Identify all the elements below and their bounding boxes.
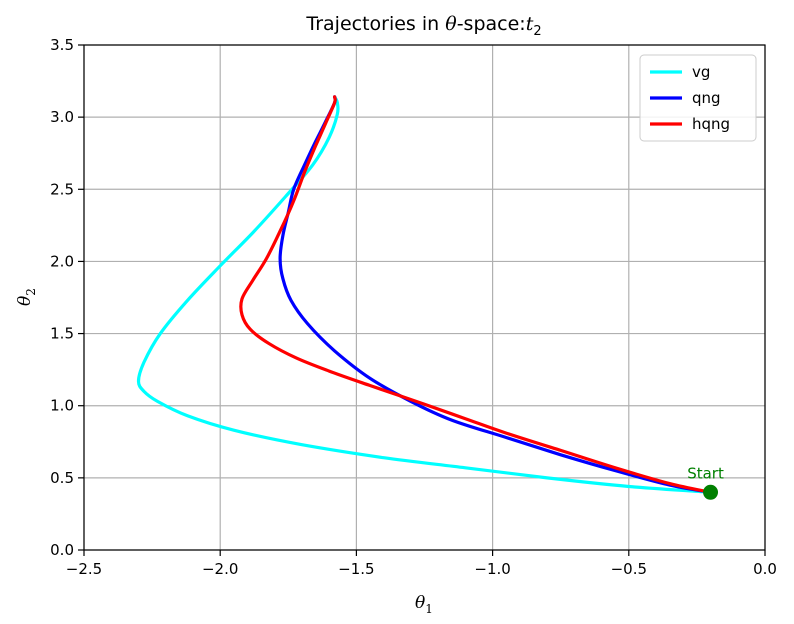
series-line-vg [136,95,713,494]
legend-box [639,54,757,142]
plot-frame [83,44,766,551]
series-line-qng [278,95,713,494]
x-tick-label: −2.0 [202,560,238,578]
legend-label-qng: qng [692,89,721,107]
x-tick-label: −0.5 [611,560,647,578]
y-tick-label: 3.0 [50,108,74,126]
x-tick-label: −1.5 [338,560,374,578]
legend-label-vg: vg [692,63,710,81]
chart-title: Trajectories in θ-space:t2 [305,13,541,39]
y-tick-label: 2.5 [50,180,74,198]
legend-label-hqng: hqng [692,115,730,133]
y-tick-label: 1.0 [50,397,74,415]
y-tick-label: 0.0 [50,541,74,559]
y-axis-label: θ2 [15,288,38,306]
y-tick-label: 3.5 [50,36,74,54]
legend: vg qng hqng [639,54,757,142]
series-line-hqng [239,95,713,494]
y-tick-label: 1.5 [50,325,74,343]
ticks: −2.5 −2.0 −1.5 −1.0 −0.5 0.0 0.0 0.5 1.0 1.5 2.0 2.… [50,36,777,578]
x-axis-label: θ1 [415,593,433,616]
y-tick-label: 0.5 [50,469,74,487]
y-tick-label: 2.0 [50,252,74,270]
start-annotation: Start [687,464,724,482]
series-layer [136,95,713,494]
x-tick-label: −1.0 [474,560,510,578]
x-tick-label: 0.0 [753,560,777,578]
annotation-layer: Start [687,464,724,500]
start-marker [703,484,719,500]
x-tick-label: −2.5 [66,560,102,578]
